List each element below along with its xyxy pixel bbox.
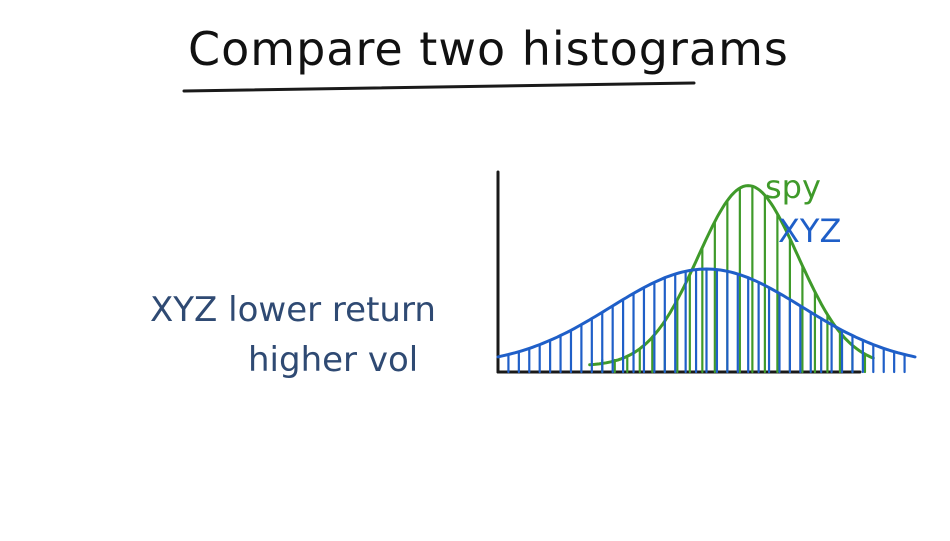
annotation-line-2: higher vol [248, 340, 419, 380]
page-title: Compare two histograms [188, 22, 789, 76]
series-xyz [496, 267, 917, 374]
distribution-curve-spy [588, 184, 875, 367]
annotation-line-1: XYZ lower return [150, 290, 436, 330]
histogram-plot [496, 170, 917, 374]
legend-label-xyz: XYZ [778, 212, 842, 250]
legend-label-spy: spy [765, 168, 821, 206]
title-underline [182, 81, 696, 93]
distribution-curve-xyz [496, 267, 917, 359]
